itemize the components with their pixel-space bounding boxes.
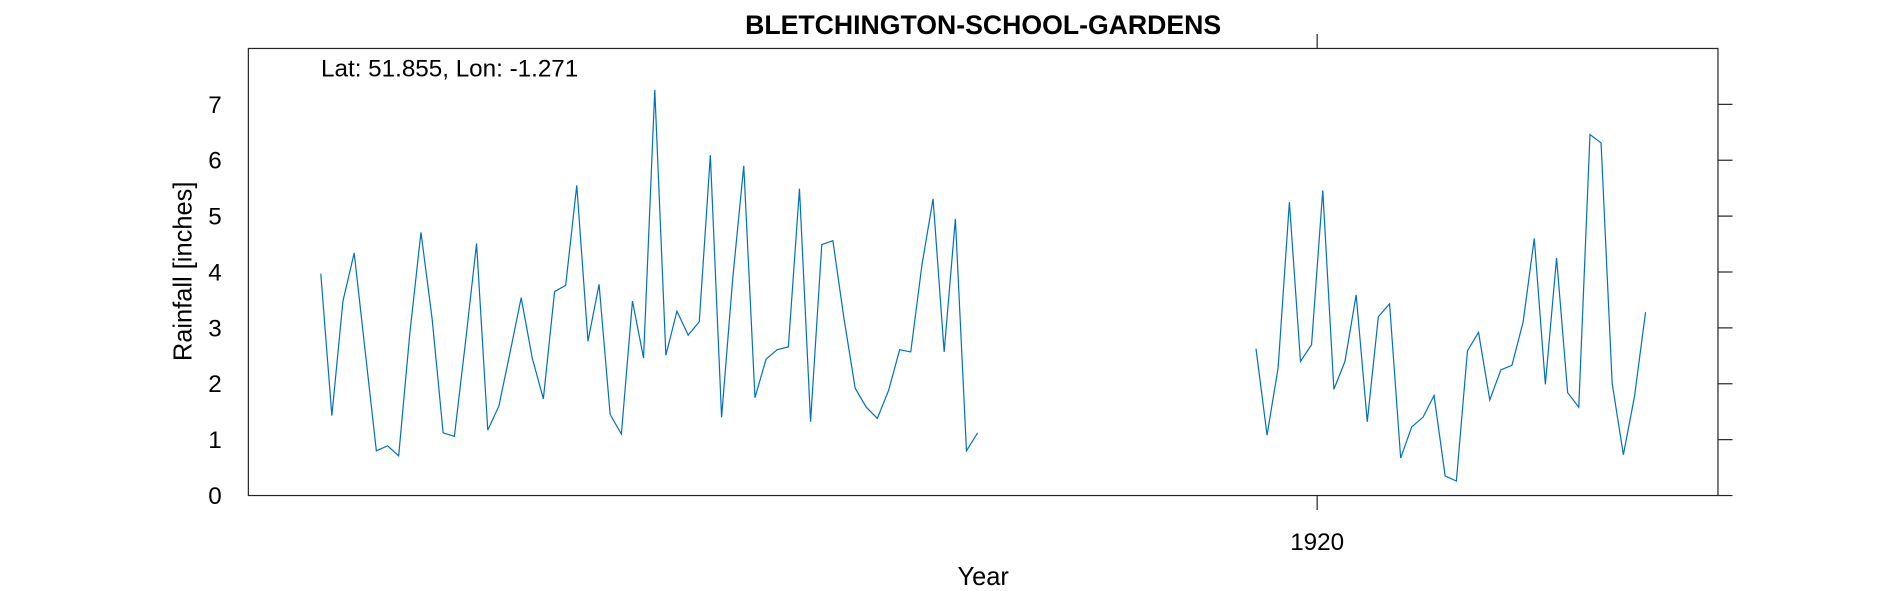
plot-frame [247,47,1719,497]
y-tick-label: 6 [208,148,221,175]
x-tick-label: 1920 [1290,529,1344,556]
chart-title: BLETCHINGTON-SCHOOL-GARDENS [745,10,1221,40]
y-tick-label: 0 [208,483,221,510]
x-axis-label: Year [957,563,1009,591]
y-tick-label: 5 [208,204,221,231]
y-tick-label: 2 [208,371,221,398]
y-axis-label: Rainfall [inches] [169,182,197,362]
annotation: Lat: 51.855, Lon: -1.271 [321,55,578,82]
y-tick-label: 1 [208,427,221,454]
rainfall-line [320,89,1647,482]
y-tick-label: 7 [208,92,221,119]
y-tick-label: 4 [208,259,221,286]
y-tick-label: 3 [208,315,221,342]
